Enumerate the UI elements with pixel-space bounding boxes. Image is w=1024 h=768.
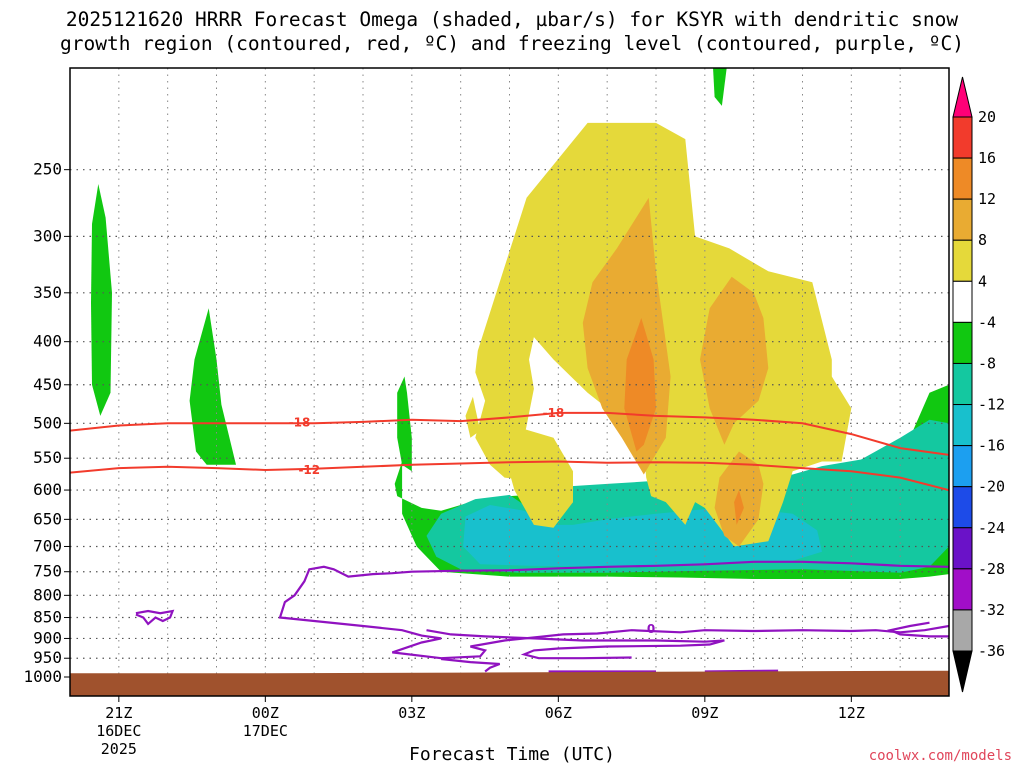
freezing-level-contour-6 xyxy=(135,609,175,626)
colorbar-level-label: -32 xyxy=(978,601,1005,619)
omega-region-0-2 xyxy=(397,376,412,472)
x-tick-label: 09Z xyxy=(691,704,718,722)
grid-lines xyxy=(70,68,949,696)
colorbar-segment xyxy=(952,198,973,241)
contour-label: -12 xyxy=(298,463,320,477)
colorbar-bottom-arrow xyxy=(952,650,973,693)
omega-region-0-4 xyxy=(713,68,727,106)
colorbar-level-label: -16 xyxy=(978,437,1005,455)
colorbar-level-label: 12 xyxy=(978,190,996,208)
freezing-level-contour-1 xyxy=(426,629,725,660)
colorbar-segment xyxy=(952,362,973,406)
surface-terrain xyxy=(70,670,949,696)
chart-title-line-2: growth region (contoured, red, ºC) and f… xyxy=(60,32,964,55)
colorbar-level-label: 4 xyxy=(978,272,987,290)
colorbar-level-label: -20 xyxy=(978,478,1005,496)
omega-region-3-1 xyxy=(465,396,481,438)
omega-region-0-0 xyxy=(91,184,112,416)
colorbar-segment xyxy=(952,321,973,364)
contour-label: -18 xyxy=(289,416,311,430)
omega-region-5-0 xyxy=(624,318,656,452)
plot-frame xyxy=(69,67,950,697)
colorbar-level-label: -24 xyxy=(978,519,1005,537)
y-tick-label: 900 xyxy=(33,628,62,647)
colorbar-level-label: -36 xyxy=(978,642,1005,660)
x-axis-label: Forecast Time (UTC) xyxy=(409,744,615,765)
x-tick-year: 2025 xyxy=(101,740,137,758)
contour-lines xyxy=(70,411,949,673)
omega-region-5-1 xyxy=(734,490,744,525)
y-tick-label: 650 xyxy=(33,509,62,528)
colorbar-segment xyxy=(952,609,973,652)
y-tick-label: 400 xyxy=(33,332,62,351)
freezing-level-contour-0 xyxy=(278,560,949,660)
freezing-level-contour-4 xyxy=(704,669,779,673)
x-tick-label: 06Z xyxy=(545,704,572,722)
omega-region-0-1 xyxy=(189,308,236,465)
omega-region-3-2 xyxy=(504,423,573,528)
omega-shading xyxy=(91,68,949,579)
x-tick-label: 03Z xyxy=(398,704,425,722)
colorbar-level-label: 16 xyxy=(978,149,996,167)
y-tick-label: 300 xyxy=(33,226,62,245)
x-tick-label: 21Z xyxy=(105,704,132,722)
y-tick-label: 350 xyxy=(33,283,62,302)
y-tick-label: 550 xyxy=(33,448,62,467)
colorbar-segment xyxy=(952,445,973,488)
colorbar-legend: 20 16 12 8 4 -4 -8 -12 -16 -20 -24 -28 -32 -36 xyxy=(952,76,1005,693)
colorbar-level-label: -8 xyxy=(978,354,996,372)
y-tick-label: 450 xyxy=(33,375,62,394)
colorbar-level-label: -12 xyxy=(978,396,1005,414)
y-tick-label: 1000 xyxy=(23,667,62,686)
y-tick-label: 250 xyxy=(33,160,62,179)
chart-title-line-1: 2025121620 HRRR Forecast Omega (shaded, … xyxy=(65,8,959,31)
colorbar-segment xyxy=(952,486,973,529)
colorbar-segment xyxy=(952,116,973,159)
x-tick-label: 00Z xyxy=(252,704,279,722)
dendritic-contour-1 xyxy=(70,460,949,492)
y-tick-label: 500 xyxy=(33,413,62,432)
terrain-surface xyxy=(70,670,949,696)
y-tick-label: 800 xyxy=(33,585,62,604)
colorbar-segment xyxy=(952,157,973,200)
x-tick-label: 12Z xyxy=(838,704,865,722)
colorbar-level-label: -4 xyxy=(978,313,996,331)
contour-label: 0 xyxy=(647,622,655,636)
colorbar-segment xyxy=(952,280,973,323)
y-axis-ticks: 2503003504004505005506006507007508008509… xyxy=(23,160,70,686)
y-tick-label: 600 xyxy=(33,480,62,499)
contour-label: -18 xyxy=(543,406,565,420)
x-tick-date: 17DEC xyxy=(243,722,288,740)
y-tick-label: 850 xyxy=(33,608,62,627)
colorbar-level-label: 20 xyxy=(978,108,996,126)
colorbar-level-label: 8 xyxy=(978,231,987,249)
y-tick-label: 700 xyxy=(33,536,62,555)
x-tick-date: 16DEC xyxy=(96,722,141,740)
dendritic-contour-0 xyxy=(70,411,949,456)
colorbar-segment xyxy=(952,527,973,570)
source-credit[interactable]: coolwx.com/models xyxy=(868,748,1012,764)
y-tick-label: 950 xyxy=(33,648,62,667)
colorbar-top-arrow xyxy=(952,76,973,118)
contour-labels: -18 -18 -12 0 xyxy=(289,406,656,636)
freezing-level-contour-2 xyxy=(440,657,501,673)
freezing-level-contour-5 xyxy=(886,621,949,638)
colorbar-level-label: -28 xyxy=(978,560,1005,578)
y-tick-label: 750 xyxy=(33,562,62,581)
colorbar-segment xyxy=(952,404,973,447)
omega-region-4-1 xyxy=(700,276,769,445)
colorbar-segment xyxy=(952,568,973,611)
colorbar-segment xyxy=(952,239,973,282)
